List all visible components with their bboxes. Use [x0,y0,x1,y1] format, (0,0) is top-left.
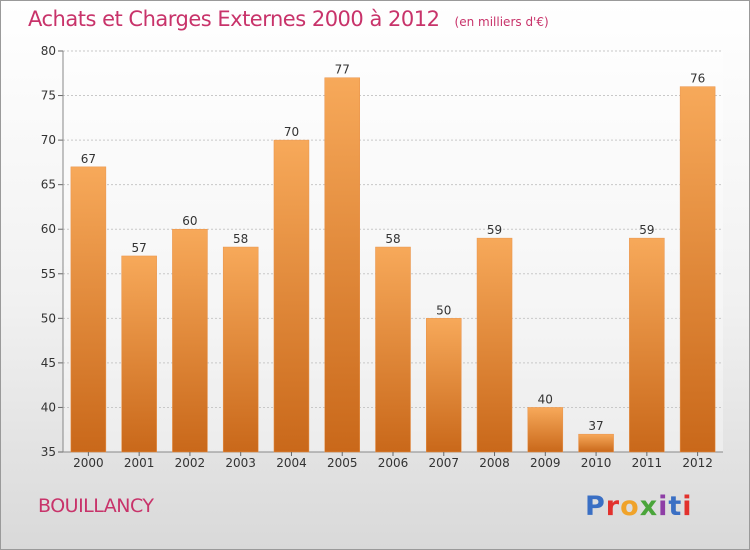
bar [121,255,157,453]
bar [426,318,462,453]
logo-letter: P [585,491,606,522]
bar [476,237,513,453]
x-tick-label: 2005 [327,456,358,470]
x-tick-label: 2006 [378,456,409,470]
bar [527,407,564,453]
x-tick-label: 2010 [581,456,612,470]
bar-value-label: 60 [182,214,197,228]
logo-letter: i [682,491,693,522]
x-tick-label: 2000 [73,456,104,470]
bar [375,246,411,453]
bar [222,246,259,453]
chart-title: Achats et Charges Externes 2000 à 2012 [28,7,440,31]
x-tick-label: 2002 [175,456,206,470]
bar [273,139,310,453]
bar-value-label: 77 [335,63,350,77]
x-tick-label: 2011 [632,456,663,470]
y-tick-label: 35 [41,445,56,459]
bar-value-label: 67 [81,152,96,166]
bar-value-label: 76 [690,72,705,86]
y-tick-label: 75 [41,89,56,103]
logo-letter: o [620,491,640,522]
bar [679,86,716,453]
x-tick-label: 2001 [124,456,155,470]
bar-value-label: 40 [538,392,553,406]
bar-value-label: 70 [284,125,299,139]
bar-value-label: 59 [487,223,502,237]
bar [70,166,107,453]
proxiti-logo: Proxiti [585,491,693,522]
commune-name: BOUILLANCY [38,495,154,517]
y-tick-label: 40 [41,400,56,414]
logo-letter: t [668,491,683,522]
bar-value-label: 59 [639,223,654,237]
y-tick-label: 70 [41,133,56,147]
y-tick-label: 60 [41,222,56,236]
logo-letter: r [605,491,621,522]
chart-subtitle: (en milliers d'€) [454,15,549,29]
bar [578,433,614,453]
bar [629,237,665,453]
logo-letter: i [658,491,669,522]
bar-value-label: 57 [132,241,147,255]
bar [324,77,360,453]
logo-letter: x [639,491,659,522]
x-tick-label: 2009 [530,456,561,470]
y-tick-label: 50 [41,311,56,325]
y-tick-label: 55 [41,267,56,281]
bar-value-label: 37 [588,419,603,433]
x-tick-label: 2003 [225,456,256,470]
bar-value-label: 58 [233,232,248,246]
x-tick-label: 2008 [479,456,510,470]
x-tick-label: 2007 [428,456,459,470]
title-block: Achats et Charges Externes 2000 à 2012 (… [28,7,549,31]
bar-value-label: 50 [436,303,451,317]
y-tick-label: 45 [41,356,56,370]
x-tick-label: 2012 [682,456,713,470]
bar [172,228,208,453]
y-tick-label: 65 [41,178,56,192]
x-tick-label: 2004 [276,456,307,470]
bar-value-label: 58 [385,232,400,246]
y-tick-label: 80 [41,44,56,58]
